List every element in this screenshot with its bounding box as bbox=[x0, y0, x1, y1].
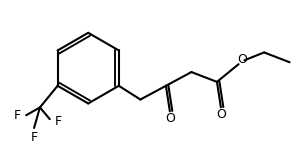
Text: F: F bbox=[55, 115, 62, 128]
Text: O: O bbox=[238, 53, 247, 66]
Text: F: F bbox=[14, 109, 21, 122]
Text: F: F bbox=[30, 131, 38, 144]
Text: O: O bbox=[216, 108, 226, 121]
Text: O: O bbox=[165, 112, 175, 125]
